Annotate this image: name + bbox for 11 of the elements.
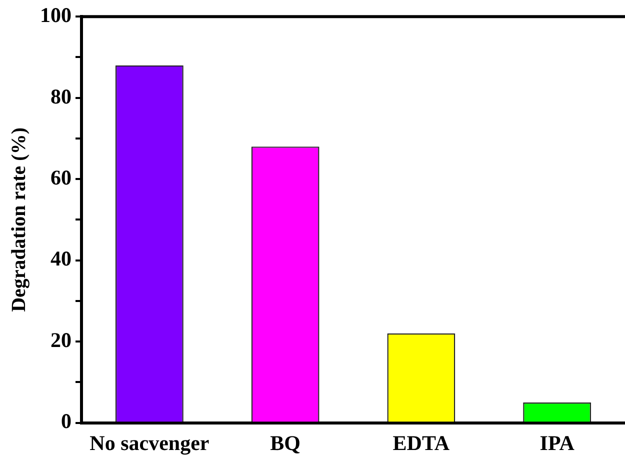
x-tick-label: BQ <box>270 430 300 455</box>
x-tick-label: IPA <box>540 430 576 455</box>
y-axis-title: Degradation rate (%) <box>8 127 30 312</box>
y-tick-label: 20 <box>50 328 72 352</box>
x-tick-label: EDTA <box>392 430 450 455</box>
y-tick-label: 40 <box>50 246 72 271</box>
y-tick-label: 0 <box>61 409 72 434</box>
y-tick-label: 60 <box>50 166 72 190</box>
y-tick-label: 80 <box>50 84 72 108</box>
x-tick-label: No sacvenger <box>90 430 210 455</box>
y-tick-label: 100 <box>40 3 72 28</box>
